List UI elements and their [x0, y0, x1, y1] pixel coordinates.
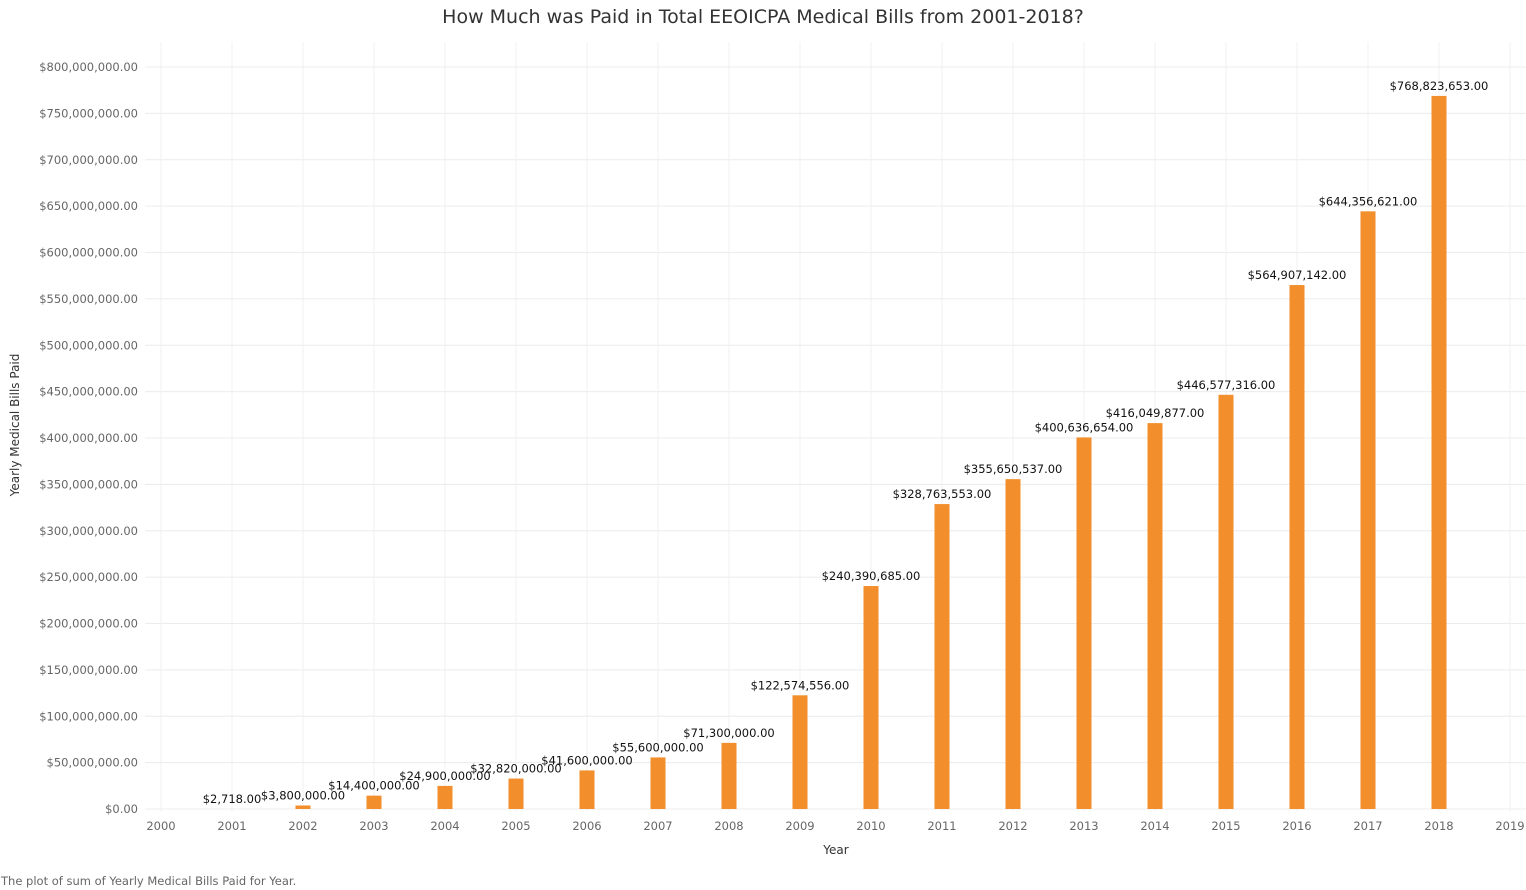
x-tick-label: 2012 [998, 819, 1027, 833]
x-tick-label: 2003 [359, 819, 388, 833]
bar-2008 [721, 742, 737, 809]
data-label-2001: $2,718.00 [203, 792, 262, 806]
bar-layer [224, 95, 1447, 810]
y-axis-title: Yearly Medical Bills Paid [8, 354, 22, 498]
chart-caption: The plot of sum of Yearly Medical Bills … [1, 874, 297, 888]
y-tick-label: $800,000,000.00 [39, 60, 138, 74]
y-tick-label: $450,000,000.00 [39, 385, 138, 399]
bar-2011 [934, 504, 950, 809]
data-label-2004: $24,900,000.00 [399, 769, 490, 783]
data-label-2011: $328,763,553.00 [893, 487, 992, 501]
y-tick-label: $50,000,000.00 [47, 756, 138, 770]
chart-title: How Much was Paid in Total EEOICPA Medic… [442, 6, 1084, 28]
data-label-2012: $355,650,537.00 [964, 462, 1063, 476]
bar-2012 [1005, 479, 1021, 809]
x-tick-label: 2010 [856, 819, 885, 833]
bar-2018 [1431, 95, 1447, 809]
x-tick-label: 2005 [501, 819, 530, 833]
x-tick-label: 2000 [146, 819, 175, 833]
y-tick-label: $300,000,000.00 [39, 524, 138, 538]
y-tick-label: $0.00 [105, 802, 138, 816]
x-tick-label: 2018 [1424, 819, 1453, 833]
bar-2015 [1218, 394, 1234, 809]
x-tick-label: 2014 [1140, 819, 1169, 833]
axis-layer: $0.00 $50,000,000.00 $100,000,000.00 $150,0… [39, 60, 1524, 833]
y-tick-label: $250,000,000.00 [39, 570, 138, 584]
y-tick-label: $100,000,000.00 [39, 709, 138, 723]
bar-2010 [863, 586, 879, 809]
bar-2014 [1147, 423, 1163, 809]
bar-2017 [1360, 211, 1376, 809]
y-tick-label: $700,000,000.00 [39, 153, 138, 167]
y-tick-label: $150,000,000.00 [39, 663, 138, 677]
x-tick-label: 2009 [785, 819, 814, 833]
y-tick-label: $400,000,000.00 [39, 431, 138, 445]
x-tick-label: 2007 [643, 819, 672, 833]
data-label-2013: $400,636,654.00 [1035, 420, 1134, 434]
bar-2005 [508, 778, 524, 809]
bar-2007 [650, 757, 666, 809]
label-layer: $2,718.00 $3,800,000.00$14,400,000.00$24,… [203, 79, 1489, 806]
x-tick-label: 2008 [714, 819, 743, 833]
x-tick-label: 2006 [572, 819, 601, 833]
y-tick-label: $350,000,000.00 [39, 477, 138, 491]
data-label-2003: $14,400,000.00 [328, 779, 419, 793]
data-label-2009: $122,574,556.00 [751, 678, 850, 692]
y-tick-label: $600,000,000.00 [39, 246, 138, 260]
x-tick-label: 2004 [430, 819, 459, 833]
x-tick-label: 2013 [1069, 819, 1098, 833]
data-label-2007: $55,600,000.00 [612, 740, 703, 754]
x-axis-title: Year [822, 843, 848, 857]
bar-2013 [1076, 437, 1092, 809]
data-label-2014: $416,049,877.00 [1106, 406, 1205, 420]
data-label-2006: $41,600,000.00 [541, 753, 632, 767]
bar-2009 [792, 695, 808, 809]
bar-2003 [366, 795, 382, 809]
bar-2004 [437, 785, 453, 809]
y-tick-label: $200,000,000.00 [39, 617, 138, 631]
data-label-2018: $768,823,653.00 [1390, 79, 1489, 93]
data-label-2002: $3,800,000.00 [261, 788, 345, 802]
x-tick-label: 2011 [927, 819, 956, 833]
data-label-2010: $240,390,685.00 [822, 569, 921, 583]
x-tick-label: 2017 [1353, 819, 1382, 833]
data-label-2015: $446,577,316.00 [1177, 378, 1276, 392]
x-tick-label: 2002 [288, 819, 317, 833]
data-label-2017: $644,356,621.00 [1319, 194, 1418, 208]
data-label-2008: $71,300,000.00 [683, 726, 774, 740]
x-tick-label: 2016 [1282, 819, 1311, 833]
x-tick-label: 2001 [217, 819, 246, 833]
bar-2002 [295, 805, 311, 809]
grid-layer [145, 42, 1526, 812]
bar-2016 [1289, 285, 1305, 810]
y-tick-label: $500,000,000.00 [39, 338, 138, 352]
y-tick-label: $650,000,000.00 [39, 199, 138, 213]
data-label-2005: $32,820,000.00 [470, 762, 561, 776]
y-tick-label: $750,000,000.00 [39, 106, 138, 120]
x-tick-label: 2019 [1495, 819, 1524, 833]
data-label-2016: $564,907,142.00 [1248, 268, 1347, 282]
y-tick-label: $550,000,000.00 [39, 292, 138, 306]
x-tick-label: 2015 [1211, 819, 1240, 833]
bar-2006 [579, 770, 595, 809]
